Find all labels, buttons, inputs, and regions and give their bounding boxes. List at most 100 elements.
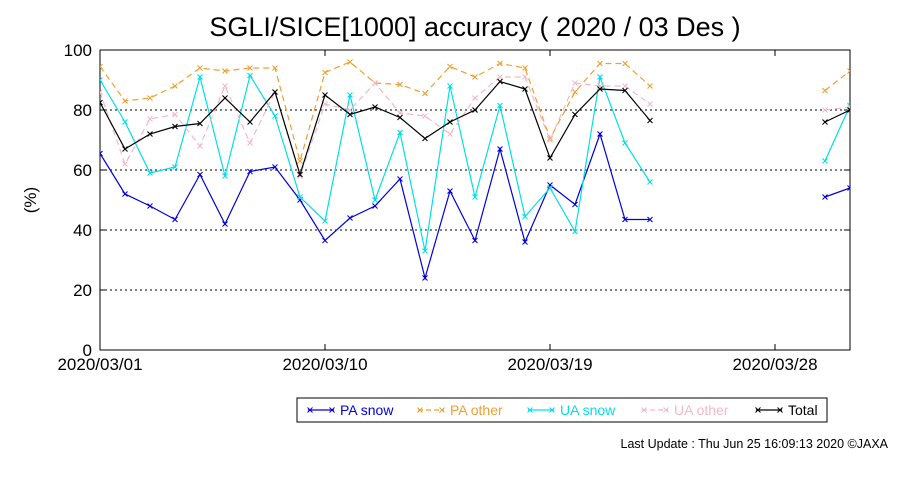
- data-point: [372, 203, 378, 209]
- data-point-stroke: [522, 74, 528, 80]
- data-point: [197, 120, 203, 127]
- data-point: [122, 119, 128, 125]
- data-point: [247, 72, 253, 79]
- plot-frame: [99, 49, 851, 351]
- data-point-stroke: [247, 140, 253, 146]
- data-point: [272, 65, 278, 71]
- data-point: [547, 155, 553, 161]
- data-point-stroke: [447, 83, 453, 89]
- data-point: [322, 101, 328, 107]
- y-tick-label: 40: [73, 221, 92, 240]
- data-point: [322, 69, 328, 76]
- data-point-stroke: [347, 92, 353, 98]
- data-point: [447, 119, 453, 125]
- data-point-stroke: [297, 171, 303, 178]
- data-point: [472, 74, 478, 80]
- data-point: [147, 131, 153, 137]
- data-point-stroke: [100, 89, 103, 93]
- data-point: [272, 113, 278, 119]
- legend-label: UA other: [674, 402, 729, 418]
- data-point: [572, 111, 578, 118]
- data-point-stroke: [497, 146, 503, 152]
- data-point-stroke: [122, 191, 128, 197]
- data-point: [100, 63, 103, 70]
- x-tick-label: 2020/03/28: [732, 355, 817, 374]
- data-point-stroke: [147, 170, 153, 176]
- data-point-stroke: [822, 158, 828, 164]
- data-point-stroke: [522, 65, 528, 71]
- data-point-stroke: [272, 65, 278, 71]
- data-point: [397, 129, 403, 136]
- data-point: [247, 168, 253, 175]
- data-point: [497, 102, 503, 109]
- data-point-stroke: [622, 216, 628, 223]
- data-point: [122, 161, 128, 167]
- data-point-stroke: [100, 79, 103, 83]
- data-point-stroke: [272, 89, 278, 95]
- data-point: [122, 146, 128, 152]
- data-point-stroke: [572, 89, 578, 95]
- legend: PA snow PA other UA snow UA other Total: [296, 397, 828, 423]
- data-point: [647, 179, 653, 185]
- legend-swatch-marker: [307, 407, 313, 413]
- data-point-stroke: [597, 86, 603, 92]
- data-point: [397, 81, 403, 88]
- data-point-stroke: [347, 107, 353, 113]
- data-point: [272, 89, 278, 95]
- data-point-stroke: [622, 83, 628, 89]
- data-point: [522, 213, 528, 220]
- data-point-stroke: [147, 131, 153, 137]
- data-point: [122, 98, 128, 104]
- series-ua-other: [100, 74, 850, 179]
- data-point-stroke: [197, 74, 203, 80]
- data-point-stroke: [397, 110, 403, 116]
- data-point: [197, 74, 203, 80]
- series-line: [100, 61, 651, 164]
- data-point-stroke: [222, 83, 228, 89]
- data-point-stroke: [447, 119, 453, 125]
- data-point-stroke: [647, 83, 653, 89]
- data-point-stroke: [122, 146, 128, 152]
- data-point: [822, 194, 828, 200]
- data-point: [372, 104, 378, 110]
- data-point-stroke: [197, 171, 203, 178]
- data-point: [597, 131, 603, 137]
- data-point: [547, 185, 553, 191]
- data-point: [547, 137, 553, 143]
- legend-label: PA snow: [340, 402, 394, 418]
- data-point-stroke: [472, 194, 478, 200]
- data-point-stroke: [172, 83, 178, 89]
- data-point-stroke: [847, 68, 850, 72]
- series-line: [100, 80, 651, 177]
- data-point-stroke: [197, 120, 203, 127]
- data-point-stroke: [422, 113, 428, 119]
- legend-swatch-marker: [663, 407, 669, 413]
- data-point-stroke: [822, 194, 828, 200]
- data-point-stroke: [647, 216, 653, 223]
- data-point: [522, 86, 528, 92]
- data-point-stroke: [522, 239, 528, 245]
- data-point: [572, 89, 578, 95]
- y-axis-label: (%): [21, 187, 40, 213]
- data-point-stroke: [572, 80, 578, 86]
- data-point-stroke: [572, 111, 578, 118]
- data-point: [572, 228, 578, 235]
- data-point: [522, 74, 528, 80]
- legend-swatch-marker: [641, 407, 647, 413]
- data-point: [597, 74, 603, 80]
- data-point-stroke: [147, 95, 153, 101]
- data-point-stroke: [422, 135, 428, 142]
- data-point-stroke: [122, 161, 128, 167]
- data-point-stroke: [297, 194, 303, 200]
- data-point: [622, 87, 628, 94]
- data-point: [372, 80, 378, 86]
- data-point-stroke: [347, 59, 353, 65]
- data-point: [222, 221, 228, 227]
- data-point-stroke: [397, 176, 403, 182]
- data-point: [122, 191, 128, 197]
- series-line: [100, 73, 651, 252]
- data-point-stroke: [372, 197, 378, 203]
- data-point-stroke: [522, 86, 528, 92]
- data-point-stroke: [847, 104, 850, 108]
